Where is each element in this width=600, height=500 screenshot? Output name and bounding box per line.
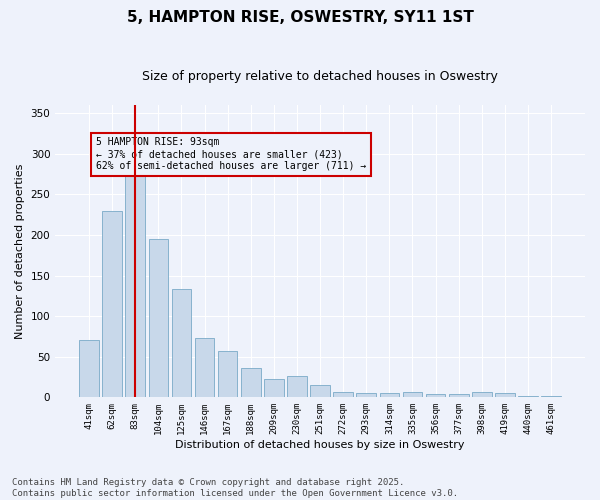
- Bar: [472, 392, 491, 398]
- Title: Size of property relative to detached houses in Oswestry: Size of property relative to detached ho…: [142, 70, 498, 83]
- Bar: [426, 394, 445, 398]
- Y-axis label: Number of detached properties: Number of detached properties: [15, 164, 25, 339]
- Bar: [541, 396, 561, 398]
- Bar: [403, 392, 422, 398]
- Bar: [380, 394, 399, 398]
- Bar: [125, 166, 145, 398]
- Bar: [79, 340, 99, 398]
- Bar: [495, 394, 515, 398]
- Bar: [310, 385, 330, 398]
- X-axis label: Distribution of detached houses by size in Oswestry: Distribution of detached houses by size …: [175, 440, 465, 450]
- Bar: [264, 380, 284, 398]
- Bar: [241, 368, 260, 398]
- Text: 5 HAMPTON RISE: 93sqm
← 37% of detached houses are smaller (423)
62% of semi-det: 5 HAMPTON RISE: 93sqm ← 37% of detached …: [96, 138, 366, 170]
- Bar: [334, 392, 353, 398]
- Text: 5, HAMPTON RISE, OSWESTRY, SY11 1ST: 5, HAMPTON RISE, OSWESTRY, SY11 1ST: [127, 10, 473, 25]
- Bar: [149, 239, 168, 398]
- Text: Contains HM Land Registry data © Crown copyright and database right 2025.
Contai: Contains HM Land Registry data © Crown c…: [12, 478, 458, 498]
- Bar: [172, 288, 191, 398]
- Bar: [287, 376, 307, 398]
- Bar: [195, 338, 214, 398]
- Bar: [356, 394, 376, 398]
- Bar: [218, 351, 238, 398]
- Bar: [449, 394, 469, 398]
- Bar: [518, 396, 538, 398]
- Bar: [103, 212, 122, 398]
